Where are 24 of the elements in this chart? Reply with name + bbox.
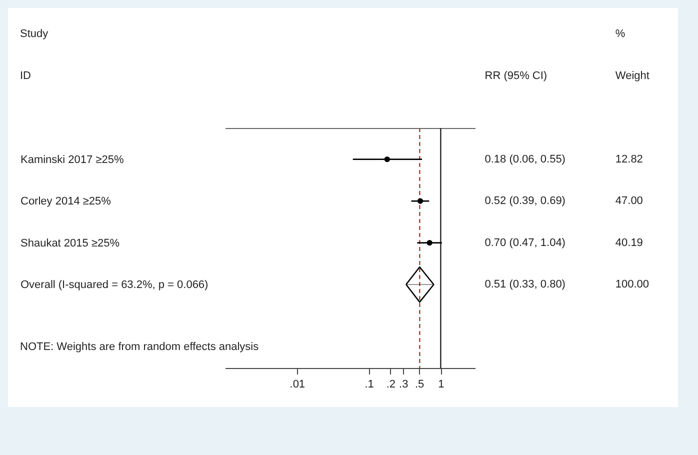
text: 0.51 (0.33, 0.80) [484,278,566,291]
y-tick-label: Overall (I-squared = 63.2%, p = 0.066) [20,279,208,292]
text: % [615,28,626,40]
text: ID [20,70,32,82]
x-tick-label: 1 [438,378,444,390]
text: 12.82 [615,153,643,166]
text: Study [20,28,49,40]
text: RR (95% CI) [484,70,548,82]
text: NOTE: Weights are from random effects analysis [20,341,260,354]
x-tick-label: .5 [414,378,424,390]
text: 0.52 (0.39, 0.69) [484,195,566,208]
text: 40.19 [615,236,643,249]
text: Weight [615,70,650,82]
text: 100.00 [615,278,650,291]
y-tick-label: Shaukat 2015 ≥25% [20,237,120,250]
y-tick-label: Kaminski 2017 ≥25% [20,154,124,166]
x-tick-label: .01 [290,378,306,390]
text: 0.70 (0.47, 1.04) [484,236,566,249]
y-tick-label: Corley 2014 ≥25% [20,196,112,208]
x-tick-label: .3 [399,378,408,390]
x-tick-label: .1 [364,378,374,390]
text: 0.18 (0.06, 0.55) [484,153,566,166]
text: 47.00 [615,195,643,208]
x-tick-label: .2 [386,378,396,390]
